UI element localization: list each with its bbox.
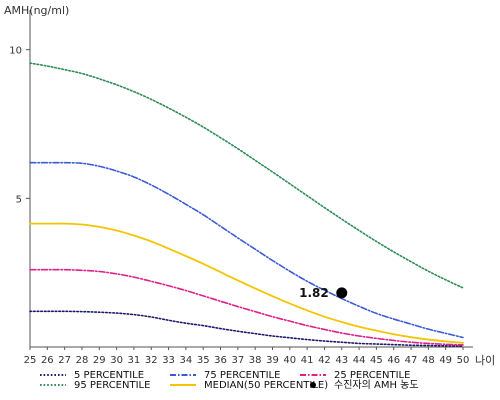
legend-label-5-percentile: 5 PERCENTILE — [74, 370, 144, 381]
x-tick-label: 40 — [283, 355, 296, 366]
x-tick-label: 49 — [439, 355, 452, 366]
marker-layer: 1.82 — [299, 286, 348, 300]
x-tick-label: 41 — [301, 355, 314, 366]
legend-label-25-percentile: 25 PERCENTILE — [334, 370, 410, 381]
x-tick-label: 29 — [93, 355, 106, 366]
x-tick-label: 32 — [145, 355, 158, 366]
x-tick-label: 46 — [387, 355, 400, 366]
x-tick-label: 31 — [128, 355, 141, 366]
legend-label-median-50-percentile: MEDIAN(50 PERCENTILE) — [204, 380, 328, 391]
series-line-25-percentile — [29, 268, 464, 346]
x-axis-label: 나이 — [475, 354, 495, 367]
x-tick-label: 30 — [110, 355, 123, 366]
series-line-75-percentile — [29, 161, 464, 339]
patient-amh-value-label: 1.82 — [299, 286, 329, 300]
legend-label-95-percentile: 95 PERCENTILE — [74, 380, 150, 391]
x-tick-label: 44 — [353, 355, 366, 366]
x-tick-label: 42 — [318, 355, 331, 366]
x-tick-label: 48 — [422, 355, 435, 366]
x-tick-label: 35 — [197, 355, 210, 366]
x-tick-label: 37 — [231, 355, 244, 366]
x-tick-label: 45 — [370, 355, 383, 366]
x-tick-label: 25 — [24, 355, 37, 366]
series-line-95-percentile — [29, 62, 464, 289]
legend-layer: 5 PERCENTILE 75 PERCENTILE 25 PERCENTILE 95… — [40, 370, 419, 391]
legend-label-patient-amh: 수진자의 AMH 농도 — [334, 379, 419, 391]
x-tick-label: 34 — [180, 355, 193, 366]
x-tick-label: 39 — [266, 355, 279, 366]
series-line-5-percentile — [29, 310, 464, 347]
y-tick-label: 10 — [9, 46, 22, 57]
axes-layer: AMH(ng/ml) 5 10 25 26 27 28 29 30 31 32 33 34 35 36 37 3… — [4, 4, 495, 367]
series-layer — [29, 62, 464, 347]
x-tick-label: 38 — [249, 355, 262, 366]
x-tick-label: 33 — [162, 355, 175, 366]
legend-label-75-percentile: 75 PERCENTILE — [204, 370, 280, 381]
x-tick-label: 47 — [405, 355, 418, 366]
legend-swatch-patient-amh — [310, 382, 316, 388]
x-tick-label: 43 — [335, 355, 348, 366]
x-tick-label: 27 — [58, 355, 71, 366]
x-tick-label: 28 — [76, 355, 89, 366]
x-tick-label: 36 — [214, 355, 227, 366]
y-axis-label: AMH(ng/ml) — [4, 4, 69, 17]
y-tick-label: 5 — [16, 194, 22, 205]
x-tick-label: 26 — [41, 355, 54, 366]
series-line-median-50-percentile — [29, 222, 464, 344]
x-tick-label: 50 — [457, 355, 470, 366]
patient-amh-marker — [336, 287, 348, 299]
